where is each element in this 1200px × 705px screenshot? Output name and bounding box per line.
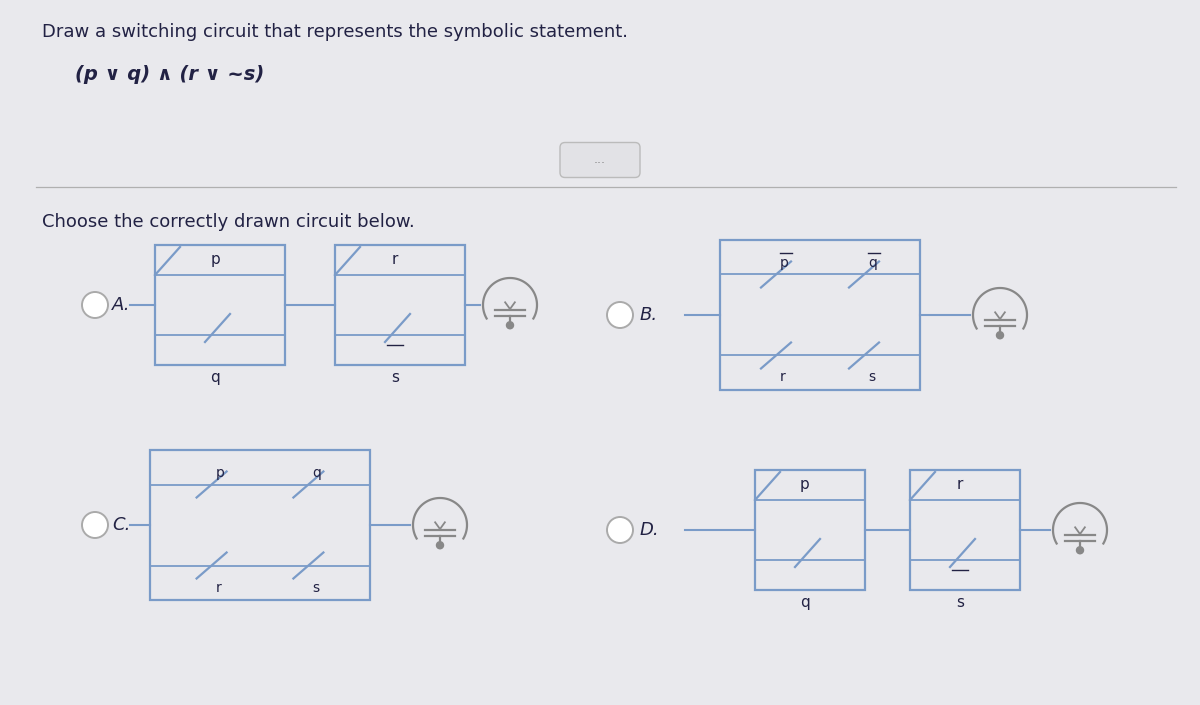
Circle shape [996, 332, 1003, 339]
Circle shape [1076, 547, 1084, 553]
Text: p: p [800, 477, 810, 492]
Text: Choose the correctly drawn circuit below.: Choose the correctly drawn circuit below… [42, 213, 415, 231]
Circle shape [607, 302, 634, 328]
Text: r: r [216, 580, 221, 594]
FancyBboxPatch shape [560, 142, 640, 178]
Text: s: s [312, 580, 319, 594]
Text: r: r [956, 477, 964, 492]
Text: Draw a switching circuit that represents the symbolic statement.: Draw a switching circuit that represents… [42, 23, 628, 41]
Text: C.: C. [112, 516, 131, 534]
Text: D.: D. [640, 521, 660, 539]
Text: B.: B. [640, 306, 658, 324]
Text: ...: ... [594, 154, 606, 166]
Text: q: q [868, 257, 877, 271]
Text: q: q [210, 370, 220, 385]
Text: p: p [210, 252, 220, 267]
Text: q: q [800, 595, 810, 610]
Text: p: p [216, 467, 224, 481]
Circle shape [437, 541, 444, 548]
Circle shape [506, 321, 514, 329]
Text: s: s [868, 371, 875, 384]
Text: r: r [780, 371, 786, 384]
Text: s: s [956, 595, 964, 610]
Text: q: q [312, 467, 322, 481]
Text: A.: A. [112, 296, 131, 314]
Text: s: s [391, 370, 398, 385]
Text: (p ∨ q) ∧ (r ∨ ~s): (p ∨ q) ∧ (r ∨ ~s) [74, 65, 264, 84]
Circle shape [82, 292, 108, 318]
Text: r: r [392, 252, 398, 267]
Text: p: p [780, 257, 788, 271]
Circle shape [82, 512, 108, 538]
Circle shape [607, 517, 634, 543]
